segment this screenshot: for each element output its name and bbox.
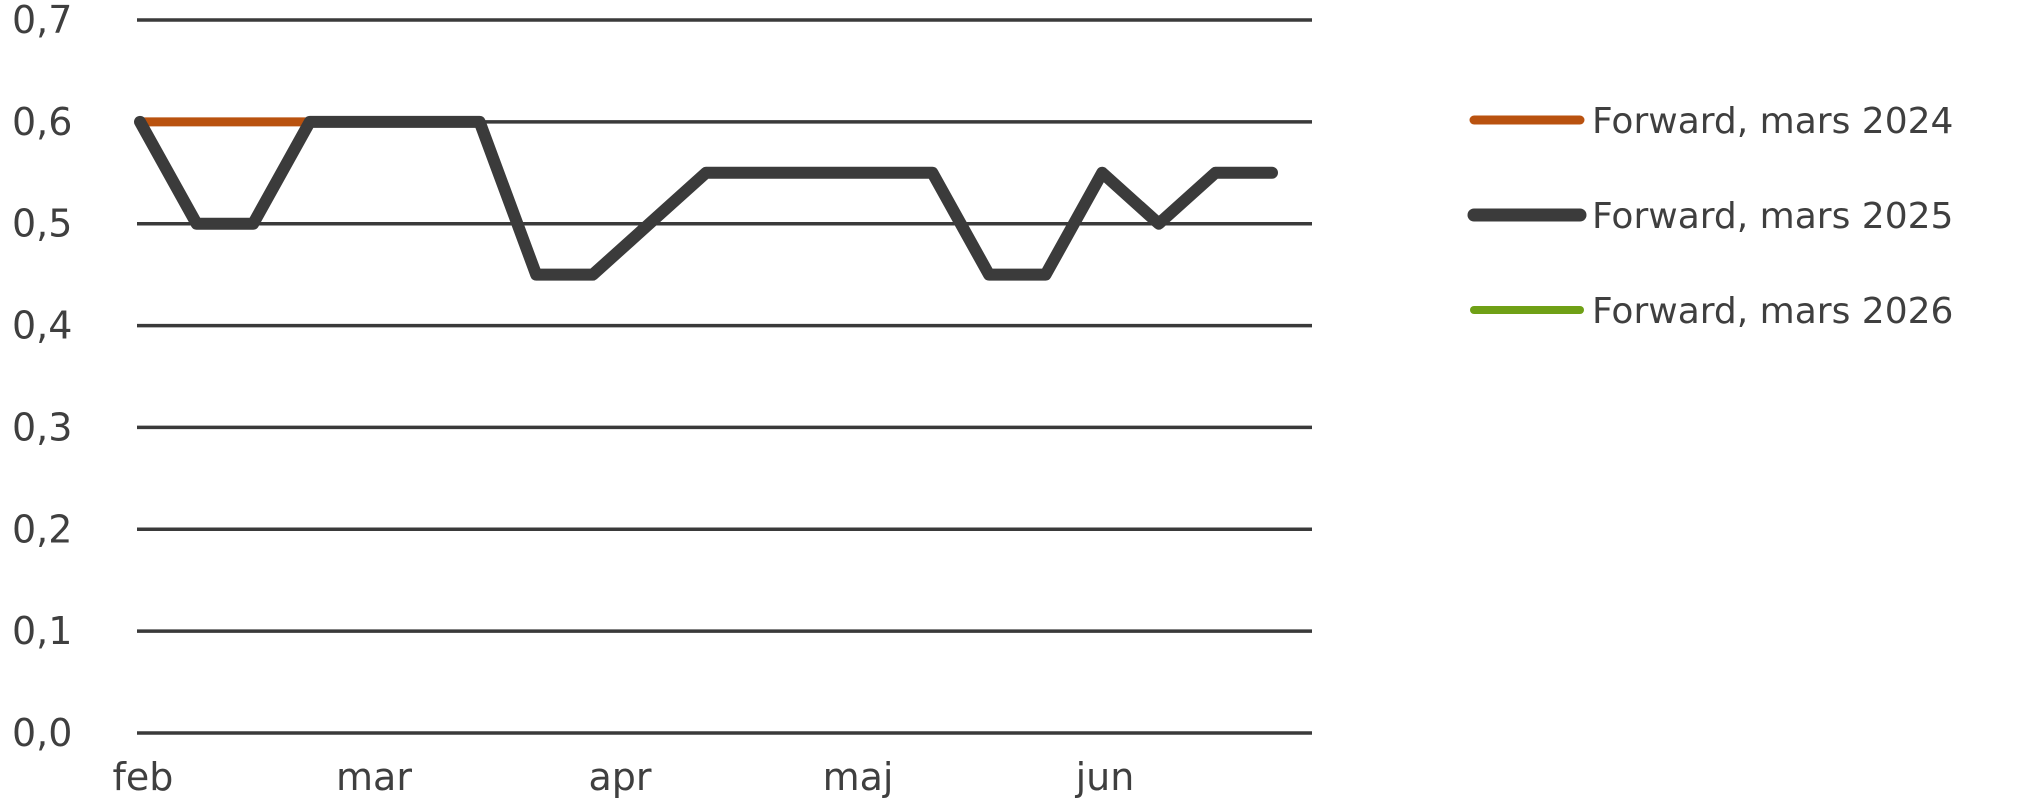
x-axis-tick-labels: feb mar apr maj jun [113, 755, 1135, 799]
x-tick-label: maj [823, 755, 894, 799]
y-tick-label: 0,1 [12, 609, 72, 653]
x-tick-label: mar [336, 755, 412, 799]
y-tick-label: 0,0 [12, 711, 72, 755]
legend-label: Forward, mars 2026 [1592, 291, 1953, 332]
x-tick-label: feb [113, 755, 174, 799]
y-tick-label: 0,4 [12, 304, 72, 348]
y-tick-label: 0,6 [12, 100, 72, 144]
y-axis-tick-labels: 0,0 0,1 0,2 0,3 0,4 0,5 0,6 0,7 [12, 0, 72, 755]
y-tick-label: 0,5 [12, 202, 72, 246]
x-tick-label: apr [588, 755, 651, 799]
legend-label: Forward, mars 2025 [1592, 196, 1953, 237]
y-tick-label: 0,2 [12, 507, 72, 551]
legend: Forward, mars 2024 Forward, mars 2025 Forw… [1467, 101, 1953, 332]
x-tick-label: jun [1075, 755, 1135, 799]
legend-label: Forward, mars 2024 [1592, 101, 1953, 142]
series-lines [134, 115, 1278, 281]
y-tick-label: 0,3 [12, 405, 72, 449]
series-line [134, 115, 1278, 281]
y-tick-label: 0,7 [12, 0, 72, 42]
